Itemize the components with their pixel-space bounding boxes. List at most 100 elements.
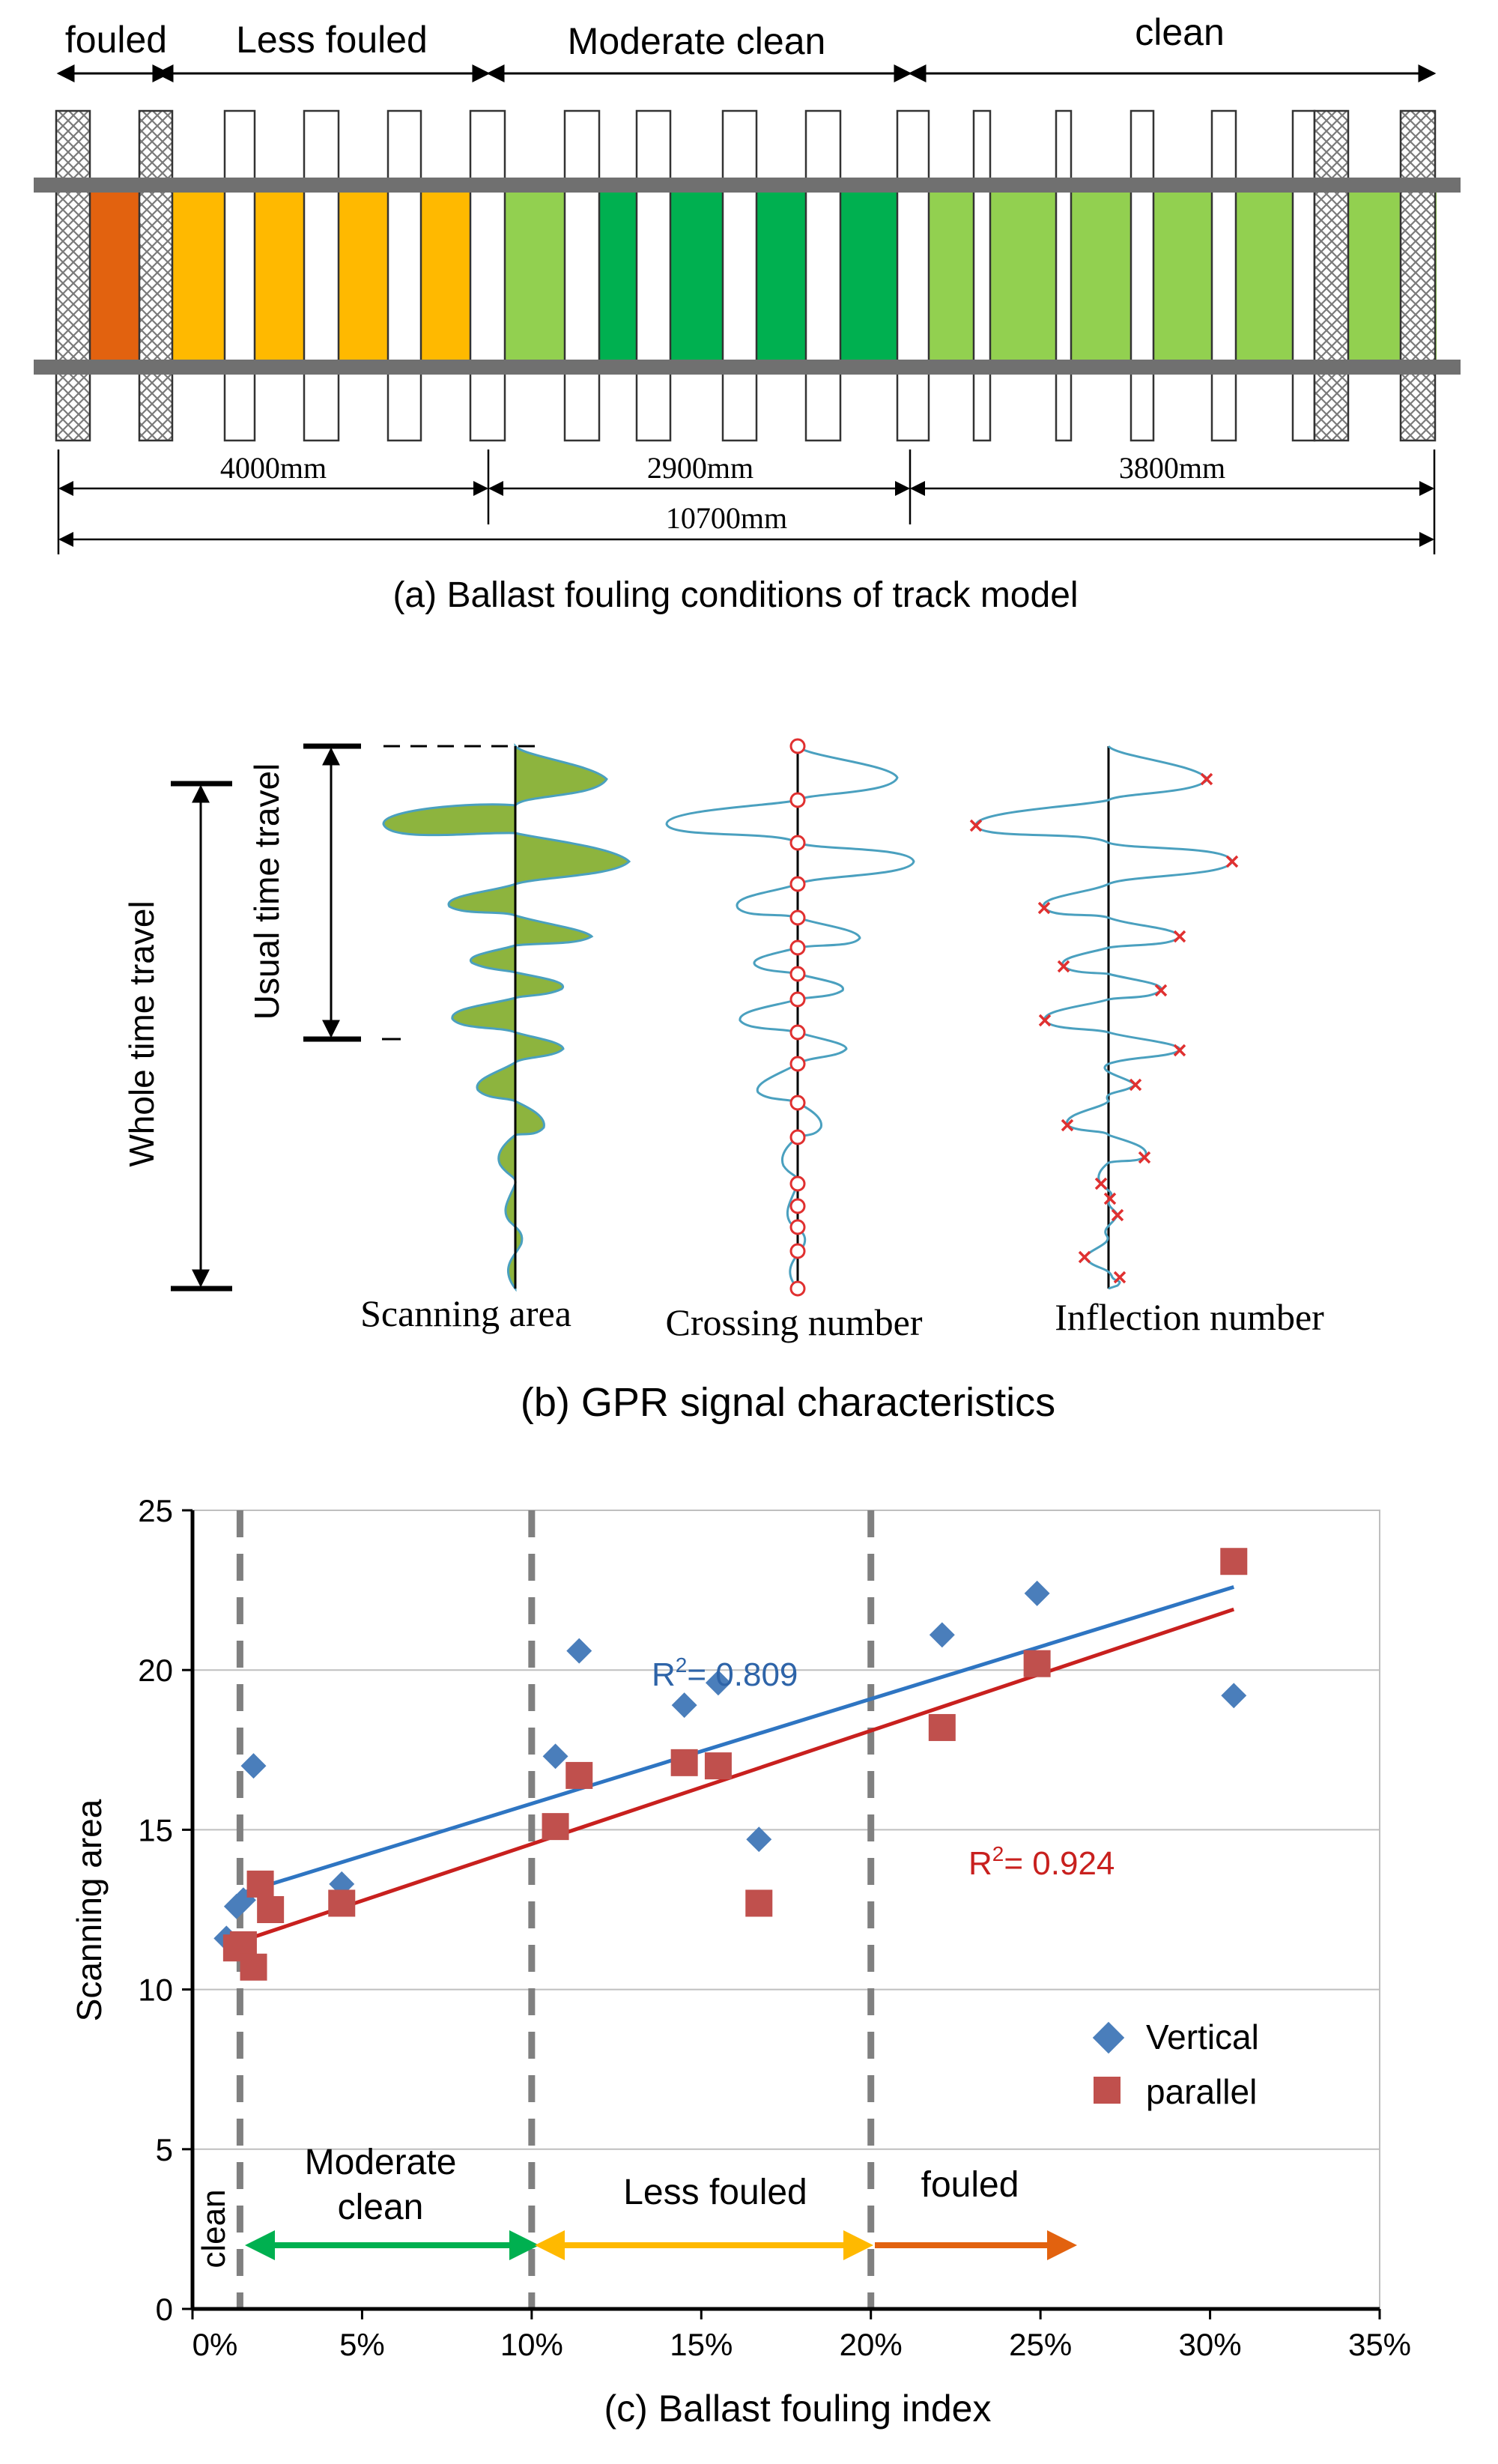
point-parallel	[257, 1896, 285, 1923]
point-parallel	[670, 1749, 698, 1776]
tick-labels: 0 5 10 15 20 25 0% 5% 10% 15% 20% 25% 30% 35%	[138, 1493, 1411, 2362]
region-label-moderate-1: Moderate	[305, 2143, 457, 2182]
grid	[192, 1510, 1380, 2150]
crossing-marker	[789, 1219, 806, 1235]
ballast-moderate-1	[505, 191, 565, 362]
ballast-moderate-4	[756, 191, 806, 362]
sleeper-7	[563, 109, 601, 442]
inflection-marker	[1200, 772, 1213, 786]
inflection-marker	[1113, 1271, 1126, 1284]
usual-time-label: Usual time travel	[247, 763, 286, 1020]
crossing-markers	[789, 738, 806, 1297]
ballast-clean-1	[929, 191, 974, 362]
zone-label-less-fouled: Less fouled	[236, 19, 428, 61]
y-axis-title: Scanning area	[70, 1799, 109, 2021]
region-label-fouled: fouled	[921, 2165, 1019, 2205]
inflection-marker	[1111, 1208, 1124, 1222]
sleeper-10	[804, 109, 842, 442]
sleeper-13	[1055, 109, 1073, 442]
ballast-less-fouled-1	[172, 191, 225, 362]
point-vertical	[929, 1622, 955, 1648]
waveform-inflection-number	[969, 745, 1239, 1290]
crossing-marker	[789, 738, 806, 754]
sleeper-hatched-17	[1313, 109, 1350, 442]
inflection-marker	[969, 819, 983, 832]
whole-time-label: Whole time travel	[122, 900, 161, 1166]
inflection-marker	[1061, 1119, 1074, 1132]
crossing-marker	[789, 1095, 806, 1111]
x-tick-label: 10%	[500, 2327, 563, 2362]
ballast-moderate-3	[670, 191, 723, 362]
ballast-clean-4	[1153, 191, 1212, 362]
label-inflection-number: Inflection number	[1055, 1296, 1324, 1338]
crossing-marker	[789, 939, 806, 956]
x-axis-title: (c) Ballast fouling index	[604, 2388, 992, 2430]
crossing-marker	[789, 876, 806, 892]
point-parallel	[704, 1752, 732, 1780]
inflection-marker	[1225, 855, 1239, 868]
sleeper-16	[1291, 109, 1316, 442]
point-parallel	[1220, 1548, 1248, 1575]
inflection-marker	[1094, 1177, 1108, 1190]
crossing-marker	[789, 1243, 806, 1259]
x-tick-label: 20%	[840, 2327, 903, 2362]
zone-label-moderate-clean: Moderate clean	[568, 20, 826, 62]
zone-label-fouled: fouled	[65, 19, 167, 61]
x-tick-label: 35%	[1348, 2327, 1411, 2362]
region-label-clean: clean	[195, 2189, 232, 2268]
legend: Vertical parallel	[1092, 2017, 1259, 2111]
inflection-waveform	[974, 745, 1234, 1290]
sleeper-hatched-1	[55, 109, 91, 442]
region-label-less-fouled: Less fouled	[623, 2173, 807, 2212]
sleeper-6	[469, 109, 506, 442]
sleeper-8	[635, 109, 672, 442]
inflection-marker	[1173, 1044, 1186, 1057]
point-parallel	[1023, 1650, 1051, 1677]
caption-a: (a) Ballast fouling conditions of track …	[392, 575, 1078, 615]
x-tick-label: 30%	[1179, 2327, 1242, 2362]
axes	[182, 1509, 1381, 2319]
panel-c-chart: 0 5 10 15 20 25 0% 5% 10% 15% 20% 25% 30% 35% Scannin…	[70, 1493, 1411, 2430]
whole-time-bracket	[171, 781, 232, 1292]
sleeper-hatched-18	[1399, 109, 1437, 442]
legend-label-parallel: parallel	[1146, 2072, 1257, 2111]
zone-headers: fouled Less fouled Moderate clean clean	[56, 11, 1437, 82]
crossing-marker	[789, 835, 806, 851]
x-tick-label: 25%	[1009, 2327, 1072, 2362]
ballast-less-fouled-3	[339, 191, 388, 362]
r2-parallel-label: R2= 0.924	[968, 1842, 1115, 1882]
sleepers	[55, 109, 1437, 442]
label-scanning-area: Scanning area	[360, 1292, 571, 1334]
label-crossing-number: Crossing number	[665, 1301, 922, 1343]
sleeper-14	[1129, 109, 1155, 442]
fit-line-parallel	[239, 1607, 1235, 1944]
r2-vertical-label: R2= 0.809	[652, 1653, 798, 1693]
rail-bottom	[34, 360, 1461, 375]
sleeper-11	[896, 109, 930, 442]
inflection-marker	[1154, 984, 1168, 997]
x-tick-label: 15%	[670, 2327, 733, 2362]
caption-b: (b) GPR signal characteristics	[521, 1380, 1055, 1425]
inflection-marker	[1138, 1151, 1151, 1164]
point-parallel	[246, 1870, 274, 1898]
point-parallel	[928, 1713, 956, 1741]
y-tick-label: 5	[156, 2132, 173, 2167]
y-tick-label: 0	[156, 2292, 173, 2327]
ballast-clean-3	[1071, 191, 1131, 362]
legend-marker-parallel	[1094, 2077, 1121, 2104]
ballast-fouled	[90, 191, 139, 362]
crossing-marker	[789, 1198, 806, 1214]
point-vertical	[1221, 1683, 1247, 1709]
crossing-marker	[789, 1129, 806, 1145]
y-tick-label: 15	[138, 1812, 173, 1847]
dim-label-10700: 10700mm	[666, 501, 787, 535]
usual-time-bracket	[303, 743, 539, 1042]
inflection-marker	[1173, 930, 1186, 943]
rail-top	[34, 178, 1461, 193]
inflection-marker	[1037, 901, 1051, 915]
ballast-clean-5	[1236, 191, 1293, 362]
ballast-moderate-2	[599, 191, 637, 362]
sleeper-5	[386, 109, 422, 442]
ballast-moderate-5	[840, 191, 897, 362]
zone-label-clean: clean	[1135, 11, 1225, 53]
